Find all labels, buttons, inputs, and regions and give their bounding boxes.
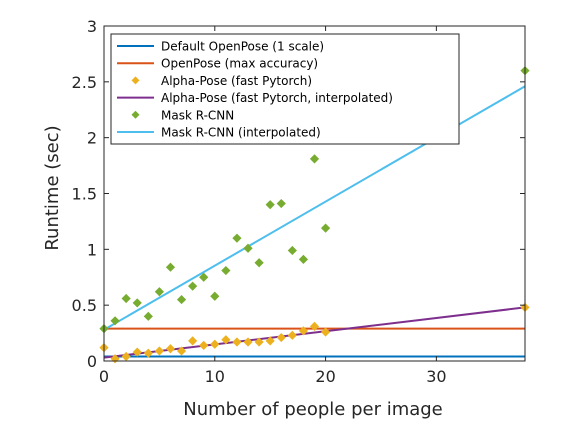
y-tick-label: 3 — [87, 17, 97, 36]
legend-label-5: Mask R-CNN (interpolated) — [161, 126, 321, 140]
x-tick-label: 0 — [99, 367, 109, 386]
y-axis-label: Runtime (sec) — [42, 125, 63, 250]
series-2-point — [221, 335, 231, 345]
y-tick-label: 1 — [87, 240, 97, 259]
series-4-point — [287, 245, 297, 256]
series-2-point — [287, 330, 297, 340]
series-line-3 — [104, 306, 525, 359]
series-2-point — [254, 337, 264, 347]
legend-label-0: Default OpenPose (1 scale) — [161, 40, 324, 54]
tick-labels: 0 10 20 30 0 0.5 1 1.5 2 2.5 3 — [72, 17, 447, 386]
legend-swatch-2 — [131, 76, 140, 85]
series-4-point — [221, 265, 231, 276]
series-4-point — [254, 258, 264, 268]
series-4-point — [320, 223, 331, 233]
y-tick-label: 2.5 — [72, 73, 97, 92]
legend-label-2: Alpha-Pose (fast Pytorch) — [161, 74, 312, 88]
series-2-point — [132, 347, 142, 357]
series-2-point — [210, 339, 220, 349]
y-tick-label: 2 — [87, 129, 97, 148]
series-2-point — [276, 332, 286, 343]
series-2-point — [154, 346, 164, 356]
x-tick-label: 10 — [205, 367, 225, 386]
series-4-point — [176, 294, 187, 305]
series-4-point — [210, 291, 220, 301]
series-4-point — [309, 154, 320, 164]
series-4-point — [232, 233, 242, 243]
series-4-point — [298, 254, 309, 264]
x-tick-label: 30 — [426, 367, 446, 386]
series-4-point — [276, 198, 286, 209]
series-2-point — [165, 344, 176, 354]
series-2-point — [143, 348, 153, 358]
legend-label-3: Alpha-Pose (fast Pytorch, interpolated) — [161, 91, 393, 105]
series-4-point — [110, 316, 120, 326]
series-4-point — [265, 200, 275, 210]
legend-box — [110, 33, 460, 145]
axes — [103, 25, 526, 362]
series-2-point — [243, 337, 253, 347]
series-4-point — [143, 311, 153, 321]
series-2-point — [265, 336, 275, 346]
series-2-point — [320, 327, 331, 337]
series-2-point — [121, 351, 131, 362]
series-4-point — [199, 272, 209, 282]
series-4-point — [132, 298, 142, 308]
series-4-point — [121, 293, 131, 304]
series-2-point — [309, 321, 320, 331]
series-2-point — [176, 346, 187, 356]
series-2-point — [298, 326, 309, 336]
x-tick-label: 20 — [315, 367, 335, 386]
series-4-point — [154, 287, 164, 297]
plot-area — [99, 66, 530, 364]
y-tick-label: 0.5 — [72, 296, 97, 315]
legend: Default OpenPose (1 scale) OpenPose (max … — [110, 33, 460, 145]
series-4-point — [243, 243, 253, 253]
y-tick-label: 1.5 — [72, 185, 97, 204]
legend-swatch-4 — [131, 110, 140, 119]
series-2-point — [232, 337, 242, 347]
legend-label-1: OpenPose (max accuracy) — [161, 57, 318, 71]
series-2-point — [188, 336, 198, 346]
series-4-point — [188, 281, 198, 291]
series-2-point — [199, 340, 209, 350]
x-axis-label: Number of people per image — [183, 399, 443, 420]
series-4-point — [165, 262, 176, 272]
legend-label-4: Mask R-CNN — [161, 108, 234, 122]
y-tick-label: 0 — [87, 352, 97, 371]
